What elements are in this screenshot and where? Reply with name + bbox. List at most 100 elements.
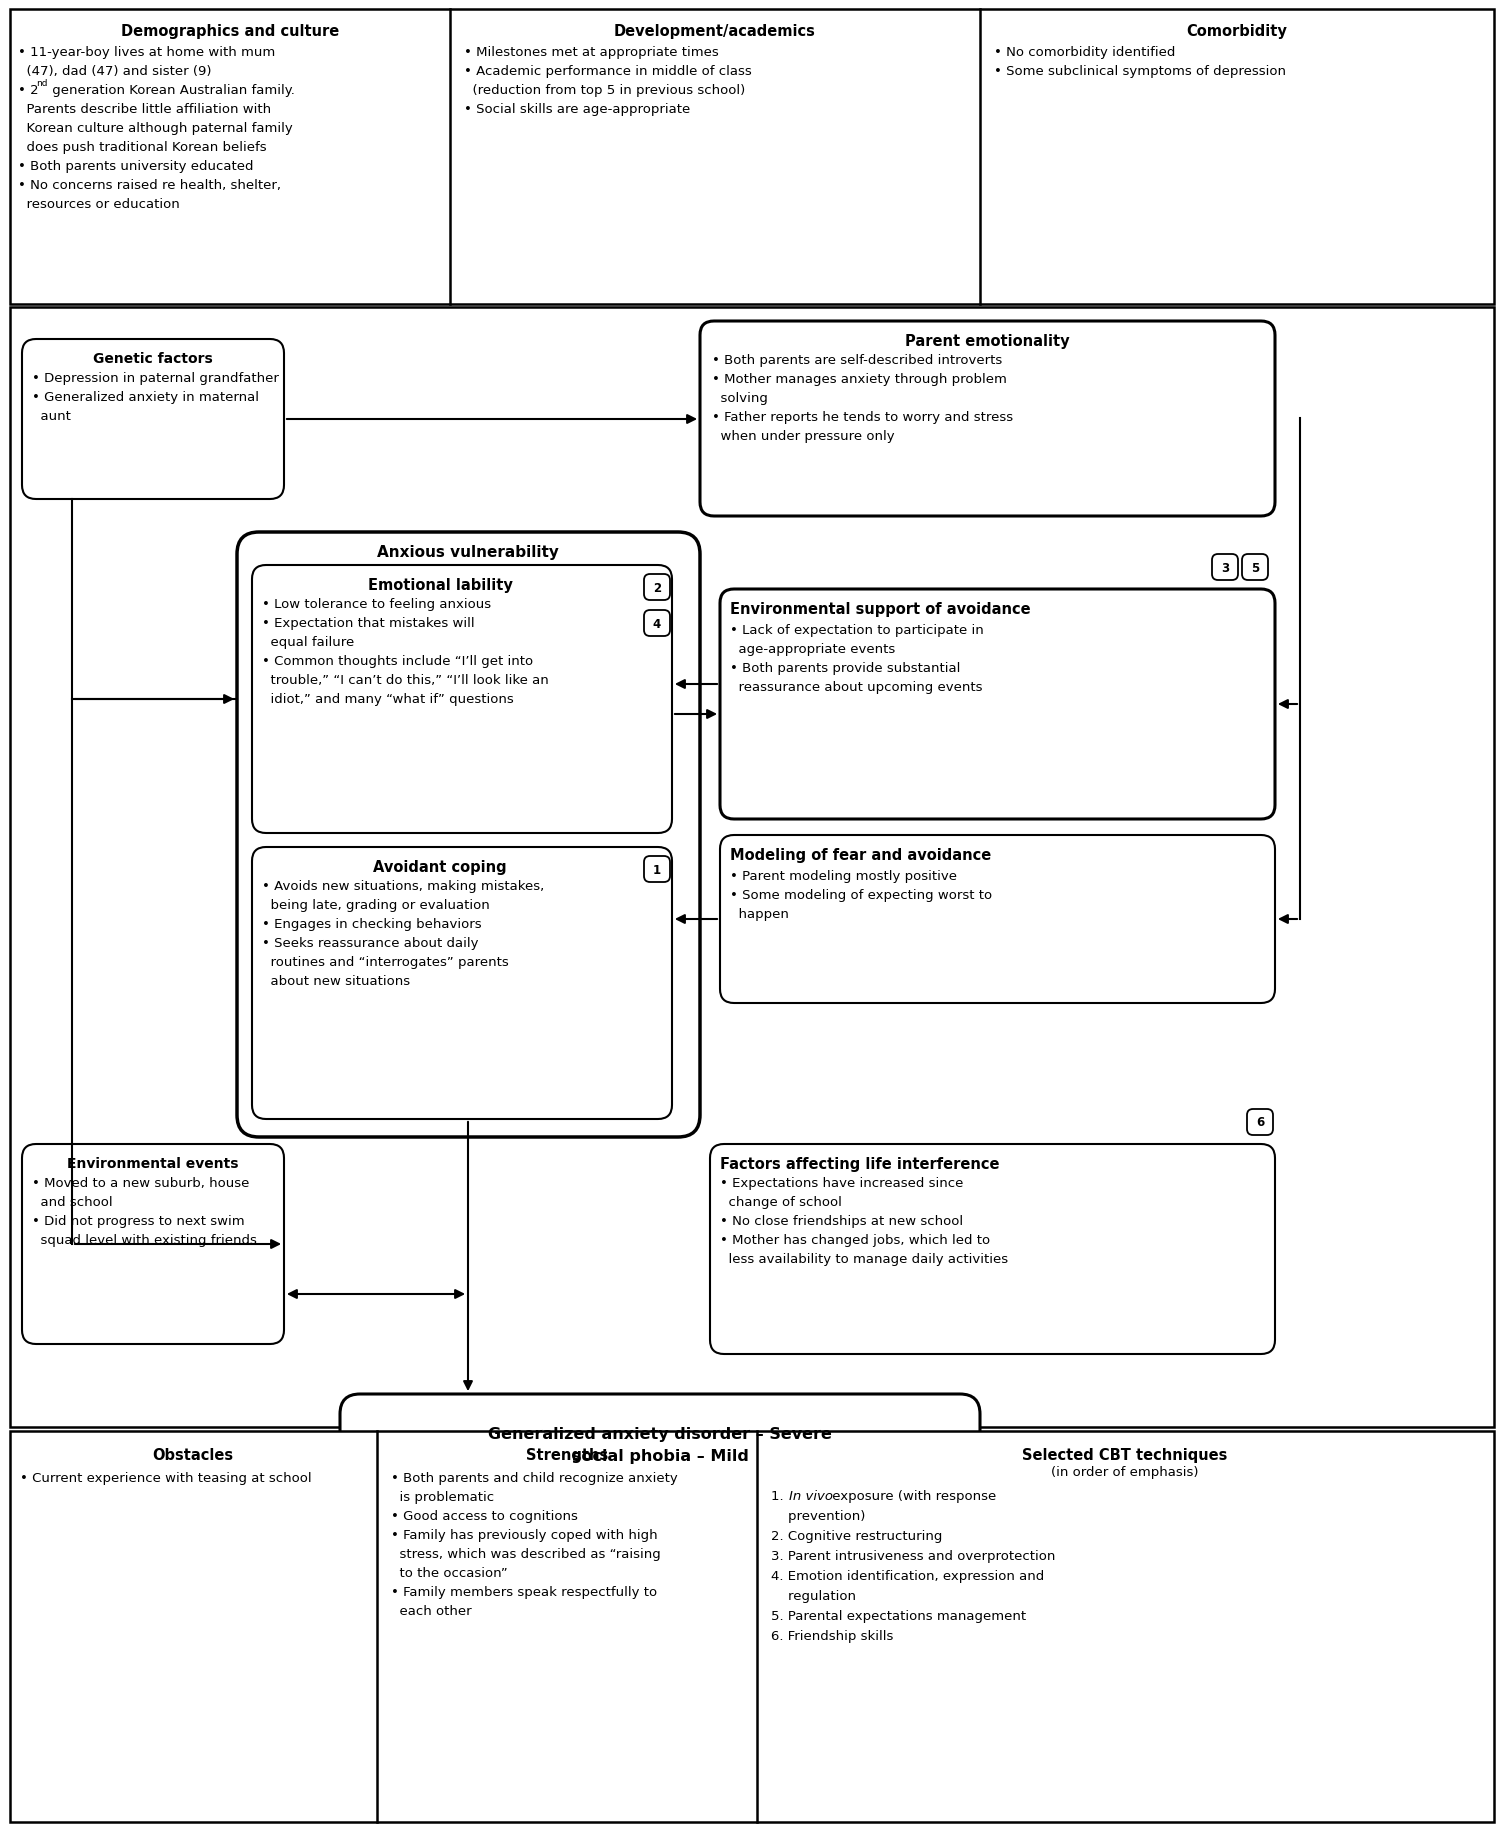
Text: 2: 2: [653, 581, 662, 594]
Text: • Both parents and child recognize anxiety: • Both parents and child recognize anxie…: [391, 1471, 678, 1484]
Text: Modeling of fear and avoidance: Modeling of fear and avoidance: [729, 848, 991, 863]
Text: 3. Parent intrusiveness and overprotection: 3. Parent intrusiveness and overprotecti…: [772, 1550, 1056, 1563]
Text: 1.: 1.: [772, 1489, 788, 1502]
Text: Strengths: Strengths: [526, 1447, 608, 1462]
Text: • Moved to a new suburb, house: • Moved to a new suburb, house: [32, 1176, 250, 1189]
Text: happen: happen: [729, 907, 790, 920]
Text: Generalized anxiety disorder – Severe: Generalized anxiety disorder – Severe: [489, 1427, 832, 1442]
Text: squad level with existing friends: squad level with existing friends: [32, 1233, 257, 1246]
Text: • Mother has changed jobs, which led to: • Mother has changed jobs, which led to: [720, 1233, 990, 1246]
Text: about new situations: about new situations: [262, 975, 411, 987]
FancyBboxPatch shape: [1212, 555, 1238, 581]
FancyBboxPatch shape: [253, 848, 672, 1119]
Text: 2. Cognitive restructuring: 2. Cognitive restructuring: [772, 1530, 943, 1543]
Text: • Lack of expectation to participate in: • Lack of expectation to participate in: [729, 623, 984, 638]
Text: • Mother manages anxiety through problem: • Mother manages anxiety through problem: [711, 372, 1006, 387]
Text: 1: 1: [653, 863, 662, 876]
Text: resources or education: resources or education: [18, 198, 180, 211]
Text: • Family has previously coped with high: • Family has previously coped with high: [391, 1528, 657, 1541]
Text: and school: and school: [32, 1194, 113, 1209]
Text: does push traditional Korean beliefs: does push traditional Korean beliefs: [18, 141, 266, 154]
Text: • Common thoughts include “I’ll get into: • Common thoughts include “I’ll get into: [262, 654, 532, 667]
Text: (in order of emphasis): (in order of emphasis): [1051, 1466, 1199, 1478]
Text: Selected CBT techniques: Selected CBT techniques: [1023, 1447, 1227, 1462]
Text: Genetic factors: Genetic factors: [93, 352, 214, 366]
Text: when under pressure only: when under pressure only: [711, 431, 895, 443]
Text: Environmental events: Environmental events: [68, 1156, 239, 1171]
Text: Parents describe little affiliation with: Parents describe little affiliation with: [18, 103, 271, 115]
FancyBboxPatch shape: [1242, 555, 1268, 581]
Text: idiot,” and many “what if” questions: idiot,” and many “what if” questions: [262, 692, 514, 705]
Bar: [11, 9, 1493, 304]
Text: reassurance about upcoming events: reassurance about upcoming events: [729, 682, 982, 694]
Text: each other: each other: [391, 1605, 472, 1618]
Text: • 2: • 2: [18, 84, 39, 97]
Text: • Depression in paternal grandfather: • Depression in paternal grandfather: [32, 372, 278, 385]
Text: Parent emotionality: Parent emotionality: [905, 333, 1069, 348]
Text: Avoidant coping: Avoidant coping: [373, 859, 507, 874]
Text: prevention): prevention): [772, 1510, 865, 1522]
Text: Factors affecting life interference: Factors affecting life interference: [720, 1156, 1000, 1171]
Text: • Expectations have increased since: • Expectations have increased since: [720, 1176, 964, 1189]
FancyBboxPatch shape: [23, 1145, 284, 1345]
Bar: [11, 308, 1493, 1427]
Text: stress, which was described as “raising: stress, which was described as “raising: [391, 1548, 660, 1561]
Text: aunt: aunt: [32, 410, 71, 423]
FancyBboxPatch shape: [720, 590, 1275, 819]
Text: Obstacles: Obstacles: [152, 1447, 233, 1462]
Text: exposure (with response: exposure (with response: [827, 1489, 996, 1502]
Text: Environmental support of avoidance: Environmental support of avoidance: [729, 601, 1030, 617]
Text: • Social skills are age-appropriate: • Social skills are age-appropriate: [465, 103, 690, 115]
Text: change of school: change of school: [720, 1194, 842, 1209]
Text: • Generalized anxiety in maternal: • Generalized anxiety in maternal: [32, 390, 259, 403]
Text: • Family members speak respectfully to: • Family members speak respectfully to: [391, 1585, 657, 1598]
Text: • Both parents are self-described introverts: • Both parents are self-described introv…: [711, 354, 1002, 366]
Text: (47), dad (47) and sister (9): (47), dad (47) and sister (9): [18, 64, 212, 79]
Text: • No comorbidity identified: • No comorbidity identified: [994, 46, 1175, 59]
Text: trouble,” “I can’t do this,” “I’ll look like an: trouble,” “I can’t do this,” “I’ll look …: [262, 674, 549, 687]
Text: • Milestones met at appropriate times: • Milestones met at appropriate times: [465, 46, 719, 59]
Text: Emotional lability: Emotional lability: [367, 577, 513, 594]
Text: is problematic: is problematic: [391, 1489, 495, 1504]
Text: 4. Emotion identification, expression and: 4. Emotion identification, expression an…: [772, 1570, 1044, 1583]
Text: routines and “interrogates” parents: routines and “interrogates” parents: [262, 956, 508, 969]
Text: regulation: regulation: [772, 1588, 856, 1603]
FancyBboxPatch shape: [710, 1145, 1275, 1354]
Text: • Did not progress to next swim: • Did not progress to next swim: [32, 1215, 245, 1227]
Text: Development/academics: Development/academics: [614, 24, 817, 38]
Text: 4: 4: [653, 617, 662, 630]
FancyBboxPatch shape: [23, 339, 284, 500]
Text: Anxious vulnerability: Anxious vulnerability: [378, 544, 559, 561]
FancyBboxPatch shape: [1247, 1110, 1272, 1136]
FancyBboxPatch shape: [720, 835, 1275, 1004]
Text: age-appropriate events: age-appropriate events: [729, 643, 895, 656]
Text: • Both parents university educated: • Both parents university educated: [18, 159, 254, 172]
Text: less availability to manage daily activities: less availability to manage daily activi…: [720, 1253, 1008, 1266]
Text: social phobia – Mild: social phobia – Mild: [572, 1449, 749, 1464]
Text: 5: 5: [1251, 561, 1259, 573]
Text: • Both parents provide substantial: • Both parents provide substantial: [729, 661, 961, 674]
Text: Demographics and culture: Demographics and culture: [120, 24, 338, 38]
Text: generation Korean Australian family.: generation Korean Australian family.: [48, 84, 295, 97]
Text: • Current experience with teasing at school: • Current experience with teasing at sch…: [20, 1471, 311, 1484]
Text: being late, grading or evaluation: being late, grading or evaluation: [262, 898, 490, 912]
Text: nd: nd: [36, 79, 48, 88]
FancyBboxPatch shape: [644, 857, 669, 883]
Text: • Engages in checking behaviors: • Engages in checking behaviors: [262, 918, 481, 931]
Text: Comorbidity: Comorbidity: [1187, 24, 1287, 38]
FancyBboxPatch shape: [644, 610, 669, 638]
Text: • No concerns raised re health, shelter,: • No concerns raised re health, shelter,: [18, 180, 281, 192]
Text: • 11-year-boy lives at home with mum: • 11-year-boy lives at home with mum: [18, 46, 275, 59]
FancyBboxPatch shape: [238, 533, 699, 1138]
Text: • Some modeling of expecting worst to: • Some modeling of expecting worst to: [729, 889, 993, 901]
Text: equal failure: equal failure: [262, 636, 355, 649]
Text: • Good access to cognitions: • Good access to cognitions: [391, 1510, 578, 1522]
Text: • Avoids new situations, making mistakes,: • Avoids new situations, making mistakes…: [262, 879, 544, 892]
Text: solving: solving: [711, 392, 769, 405]
Text: • Father reports he tends to worry and stress: • Father reports he tends to worry and s…: [711, 410, 1014, 423]
Text: 6. Friendship skills: 6. Friendship skills: [772, 1629, 893, 1641]
Text: • Some subclinical symptoms of depression: • Some subclinical symptoms of depressio…: [994, 64, 1286, 79]
Text: • Academic performance in middle of class: • Academic performance in middle of clas…: [465, 64, 752, 79]
Text: • Parent modeling mostly positive: • Parent modeling mostly positive: [729, 870, 957, 883]
Text: (reduction from top 5 in previous school): (reduction from top 5 in previous school…: [465, 84, 746, 97]
